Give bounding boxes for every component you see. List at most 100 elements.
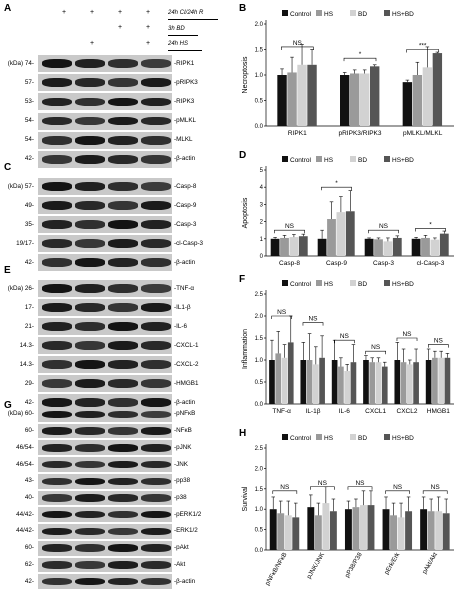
molecular-weight-label: 14.3- [19, 341, 34, 349]
bar [338, 366, 344, 404]
blot-band [108, 494, 138, 502]
molecular-weight-label: 44/42- [16, 527, 34, 535]
blot-band [141, 410, 171, 419]
blot-band [108, 116, 138, 126]
blot-band [75, 398, 105, 407]
blot-band [141, 284, 171, 293]
significance-bracket [272, 490, 298, 494]
molecular-weight-label: 40- [24, 494, 34, 501]
significance-label: NS [379, 223, 389, 230]
bar [306, 360, 313, 404]
molecular-weight-label: 42- [24, 258, 34, 266]
bar [277, 513, 285, 550]
survival-chart: Control HS BD HS+BD 0.0 0.5 1.0 1.5 2.0 2.5 Surviv… [242, 434, 454, 587]
blot-strip-pjnk [38, 440, 172, 456]
blot-band [42, 494, 72, 502]
blot-band [75, 322, 105, 331]
legend-label: BD [358, 281, 367, 288]
protein-label: -Casp-9 [174, 201, 197, 209]
blot-strip-hmgb1 [38, 375, 172, 392]
blot-strip-cl-casp-3 [38, 235, 172, 252]
blot-band [141, 477, 171, 486]
y-axis-label: Inflammation [242, 329, 249, 369]
blot-band [141, 201, 171, 210]
necroptosis-chart: Control HS BD HS+BD 0.0 0.5 1.0 1.5 2.0 Necroptos… [242, 10, 454, 137]
blot-band [42, 477, 72, 486]
x-tick-label: CXCL1 [365, 408, 386, 415]
blot-band [108, 341, 138, 350]
blot-band [42, 258, 72, 267]
bar [287, 72, 297, 126]
blot-band [75, 303, 105, 312]
y-tick-label: 0.0 [255, 124, 264, 130]
x-tick-label: IL-6 [339, 408, 351, 415]
protein-label: -β-actin [174, 155, 196, 163]
blot-band [108, 510, 138, 519]
panel-label-f: F [239, 274, 246, 285]
significance-bracket [274, 229, 305, 234]
panel-label-e: E [4, 265, 11, 276]
blot-strip-actin [38, 394, 172, 411]
blot-band [75, 360, 105, 369]
condition-bd-label: 3h BD [168, 26, 185, 32]
protein-label: -pERK1/2 [174, 510, 202, 518]
y-tick-label: 0.5 [255, 99, 264, 105]
significance-bracket [396, 337, 418, 341]
plus-ci-1: + [62, 9, 67, 16]
significance-label: NS [371, 344, 381, 351]
bar [280, 237, 289, 256]
bar [300, 360, 307, 404]
legend-label: HS [324, 157, 334, 164]
bar [432, 53, 443, 126]
significance-bracket [422, 490, 448, 494]
blot-band [42, 201, 72, 210]
legend-swatch [384, 280, 390, 286]
apoptosis-chart: Control HS BD HS+BD 0 1 2 3 4 5 Apoptosis Casp-8 Cas… [242, 156, 454, 267]
significance-bracket [385, 490, 410, 494]
blot-band [75, 544, 105, 552]
blot-band [42, 97, 72, 107]
blot-band [141, 444, 171, 452]
y-tick-label: 2.5 [255, 446, 264, 452]
legend-swatch [282, 156, 288, 162]
molecular-weight-label: 42- [24, 577, 34, 585]
y-tick-label: 1 [260, 237, 264, 243]
protein-label: -β-actin [174, 398, 196, 406]
blot-band [108, 201, 138, 210]
bar [344, 371, 350, 404]
bar [331, 360, 338, 404]
bar [382, 509, 390, 550]
bar [412, 75, 423, 126]
significance-label: NS [402, 331, 412, 338]
blot-band [75, 182, 105, 191]
significance-label: NS [293, 40, 303, 47]
blot-band [75, 577, 105, 586]
protein-label: -Akt [174, 560, 186, 568]
plus-ci-3: + [118, 9, 123, 16]
blot-strip-nf-b [38, 423, 172, 439]
blot-band [108, 360, 138, 369]
bar [438, 357, 444, 404]
bar [314, 515, 322, 550]
blot-band [75, 59, 105, 68]
plus-bd-1: + [118, 24, 123, 31]
bar [281, 357, 288, 404]
bar [397, 517, 405, 550]
legend-label: Control [290, 11, 312, 18]
blot-strip-cxcl-2 [38, 356, 172, 373]
blot-strip-mlkl [38, 131, 172, 149]
protein-label: -CXCL-1 [174, 341, 199, 349]
panel-label-b: B [239, 3, 247, 14]
significance-bracket [281, 46, 314, 50]
bar [313, 364, 319, 404]
significance-bracket [415, 228, 446, 232]
x-tick-label: RIPK1 [288, 130, 307, 137]
significance-label: NS [308, 316, 318, 323]
blot-strip-pp38 [38, 473, 172, 489]
bar [413, 362, 419, 404]
legend-label: HS+BD [392, 11, 414, 18]
significance-bracket [334, 339, 355, 344]
blot-band [108, 561, 138, 569]
blot-band [141, 494, 171, 502]
y-tick-label: 4 [260, 185, 264, 191]
